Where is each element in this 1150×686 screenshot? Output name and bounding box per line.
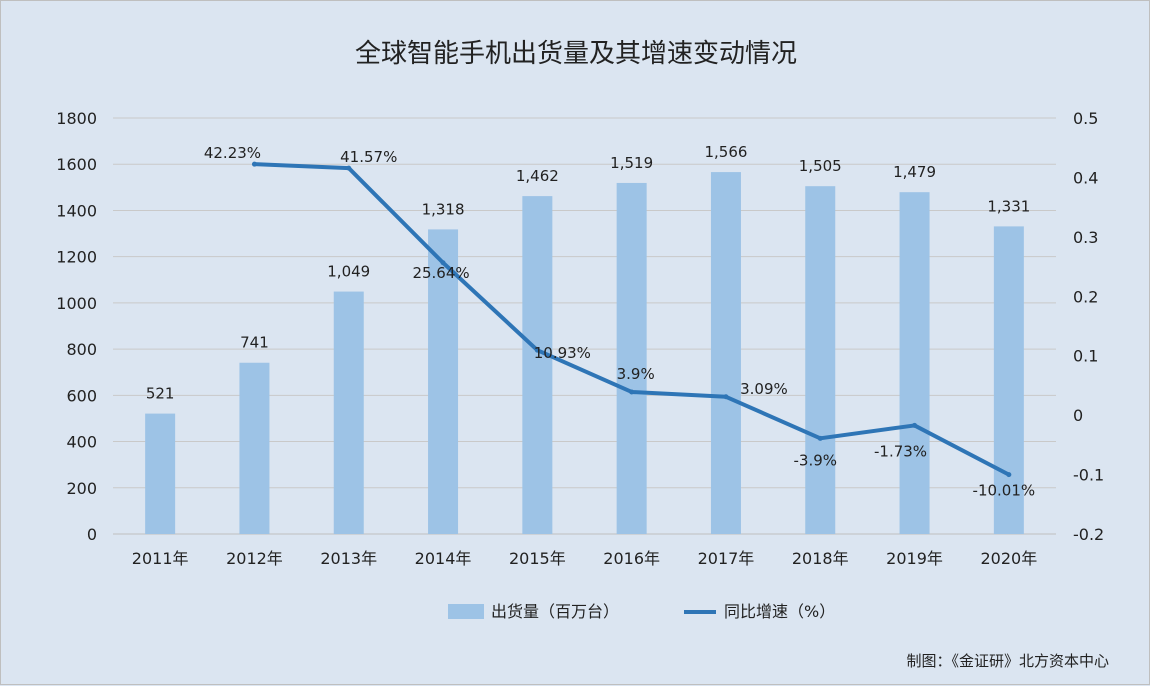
chart-title: 全球智能手机出货量及其增速变动情况 [355,39,797,69]
legend-label-bar: 出货量（百万台） [491,602,619,621]
x-tick-label: 2013年 [320,549,377,568]
chart-credit: 制图：《金证研》北方资本中心 [906,652,1109,670]
y-left-tick-label: 400 [66,433,97,452]
bar [145,413,176,534]
y-left-tick-label: 1800 [56,109,97,128]
x-tick-label: 2016年 [603,549,660,568]
y-right-tick-label: -0.1 [1073,466,1104,485]
bar-data-label: 521 [146,385,175,403]
line-data-label: -10.01% [973,482,1036,500]
y-left-tick-label: 200 [66,479,97,498]
line-point [1006,472,1012,478]
bar [239,362,270,534]
bar-data-label: 1,505 [799,157,842,175]
line-data-label: -3.9% [793,451,837,469]
x-tick-label: 2015年 [509,549,566,568]
line-point [629,389,635,395]
line-point [534,347,540,353]
y-right-tick-label: 0.1 [1073,347,1098,366]
bar-data-label: 1,462 [516,167,559,185]
y-left-tick-label: 1000 [56,294,97,313]
y-right-tick-label: 0.2 [1073,287,1098,306]
y-right-tick-label: -0.2 [1073,525,1104,544]
line-point [817,435,823,441]
bar [993,226,1024,534]
bar-data-label: 1,519 [610,154,653,172]
y-left-tick-label: 600 [66,386,97,405]
bar-data-label: 741 [240,334,269,352]
bar-data-label: 1,566 [704,143,747,161]
y-right-tick-label: 0 [1073,406,1083,425]
bar-data-label: 1,331 [987,197,1030,215]
y-right-tick-label: 0.3 [1073,228,1098,247]
legend-swatch-bar [448,604,484,619]
x-tick-label: 2020年 [980,549,1037,568]
line-point [723,394,729,400]
x-tick-label: 2019年 [886,549,943,568]
legend-label-line: 同比增速（%） [724,602,835,621]
bar [616,182,647,535]
bar [333,291,364,534]
y-left-tick-label: 1400 [56,201,97,220]
y-left-tick-label: 800 [66,340,97,359]
line-data-label: 42.23% [204,144,261,162]
line-point [346,165,352,171]
line-data-label: 10.93% [534,344,591,362]
y-left-tick-label: 1600 [56,155,97,174]
line-data-label: 3.9% [617,365,655,383]
x-tick-label: 2011年 [132,549,189,568]
line-data-label: -1.73% [874,442,927,460]
bar [522,196,553,535]
bar [899,192,930,535]
line-point [440,260,446,266]
y-left-tick-label: 1200 [56,248,97,267]
line-data-label: 3.09% [740,380,788,398]
bar-data-label: 1,049 [327,263,370,281]
y-right-tick-label: 0.4 [1073,168,1098,187]
line-data-label: 25.64% [412,264,469,282]
x-tick-label: 2012年 [226,549,283,568]
y-left-tick-label: 0 [87,525,97,544]
bar [805,186,836,534]
x-tick-label: 2018年 [792,549,849,568]
bar [428,229,459,534]
bar [710,172,741,534]
y-right-tick-label: 0.5 [1073,109,1098,128]
bar-data-label: 1,479 [893,163,936,181]
x-tick-label: 2017年 [698,549,755,568]
line-point [251,161,257,167]
line-point [912,422,918,428]
line-data-label: 41.57% [340,148,397,166]
bar-data-label: 1,318 [422,200,465,218]
x-tick-label: 2014年 [415,549,472,568]
